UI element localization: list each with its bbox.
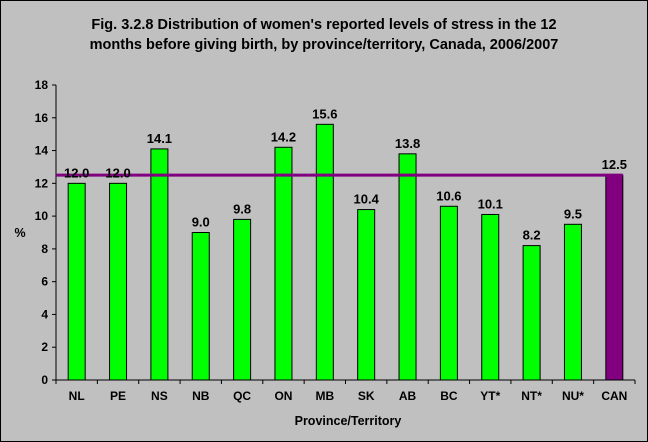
y-tick-label: 12 <box>35 176 49 190</box>
x-tick-label: BC <box>440 389 458 403</box>
data-label: 9.5 <box>564 206 582 221</box>
bars <box>56 123 624 381</box>
y-axis-title: % <box>14 226 25 240</box>
bar-bc <box>439 205 458 381</box>
x-tick-label: SK <box>358 389 375 403</box>
data-label: 13.8 <box>395 136 420 151</box>
data-label: 14.2 <box>271 129 296 144</box>
chart-title-line-2: months before giving birth, by province/… <box>90 37 559 53</box>
y-tick-label: 14 <box>35 144 49 158</box>
y-tick-label: 0 <box>41 373 48 387</box>
x-tick-label: MB <box>315 389 334 403</box>
data-label: 10.6 <box>436 188 461 203</box>
bar-qc <box>233 218 252 381</box>
y-tick-label: 6 <box>41 275 48 289</box>
x-tick-label: CAN <box>601 389 627 403</box>
bar-sk <box>357 209 376 381</box>
x-tick-label: PE <box>110 389 126 403</box>
x-tick-label: ON <box>274 389 292 403</box>
y-tick-label: 10 <box>35 209 49 223</box>
x-tick-label: QC <box>233 389 251 403</box>
x-tick-label: NL <box>69 389 85 403</box>
bar-pe <box>109 182 128 381</box>
y-tick-label: 2 <box>41 340 48 354</box>
bar-mb <box>315 123 334 381</box>
x-tick-label: YT* <box>480 389 500 403</box>
bar-ab <box>398 153 417 381</box>
data-labels: 12.0 12.0 14.1 9.0 9.8 14.2 15.6 10.4 13.8 10.6 10… <box>64 106 627 242</box>
bar-nl <box>67 182 86 381</box>
data-label: 8.2 <box>523 228 541 243</box>
data-label: 12.0 <box>64 165 89 180</box>
chart-title-line-1: Fig. 3.2.8 Distribution of women's repor… <box>91 17 556 33</box>
bar-nb <box>191 232 210 381</box>
y-tick-label: 16 <box>35 111 49 125</box>
bar-yt <box>481 213 500 381</box>
data-label: 12.5 <box>602 157 627 172</box>
bar-on <box>274 146 293 381</box>
x-tick-label: NS <box>151 389 168 403</box>
data-label: 10.4 <box>354 192 380 207</box>
data-label: 10.1 <box>478 196 503 211</box>
bar-nt <box>522 245 541 381</box>
data-label: 15.6 <box>312 106 337 121</box>
x-axis: NL PE NS NB QC ON MB SK AB BC YT* NT* NU* CAN <box>55 379 636 403</box>
y-tick-label: 18 <box>35 78 49 92</box>
x-tick-label: NB <box>192 389 210 403</box>
data-label: 9.8 <box>233 201 251 216</box>
y-axis: 0 2 4 6 8 10 12 14 16 18 <box>35 78 57 387</box>
data-label: 12.0 <box>105 165 130 180</box>
data-label: 14.1 <box>147 131 172 146</box>
y-tick-label: 4 <box>41 307 48 321</box>
bar-can <box>605 174 624 381</box>
x-axis-title: Province/Territory <box>295 414 402 428</box>
data-label: 9.0 <box>192 215 210 230</box>
x-tick-label: NT* <box>521 389 542 403</box>
y-tick-label: 8 <box>41 242 48 256</box>
x-tick-label: AB <box>399 389 417 403</box>
bar-ns <box>150 148 169 381</box>
x-tick-label: NU* <box>562 389 584 403</box>
bar-nu <box>563 223 582 381</box>
